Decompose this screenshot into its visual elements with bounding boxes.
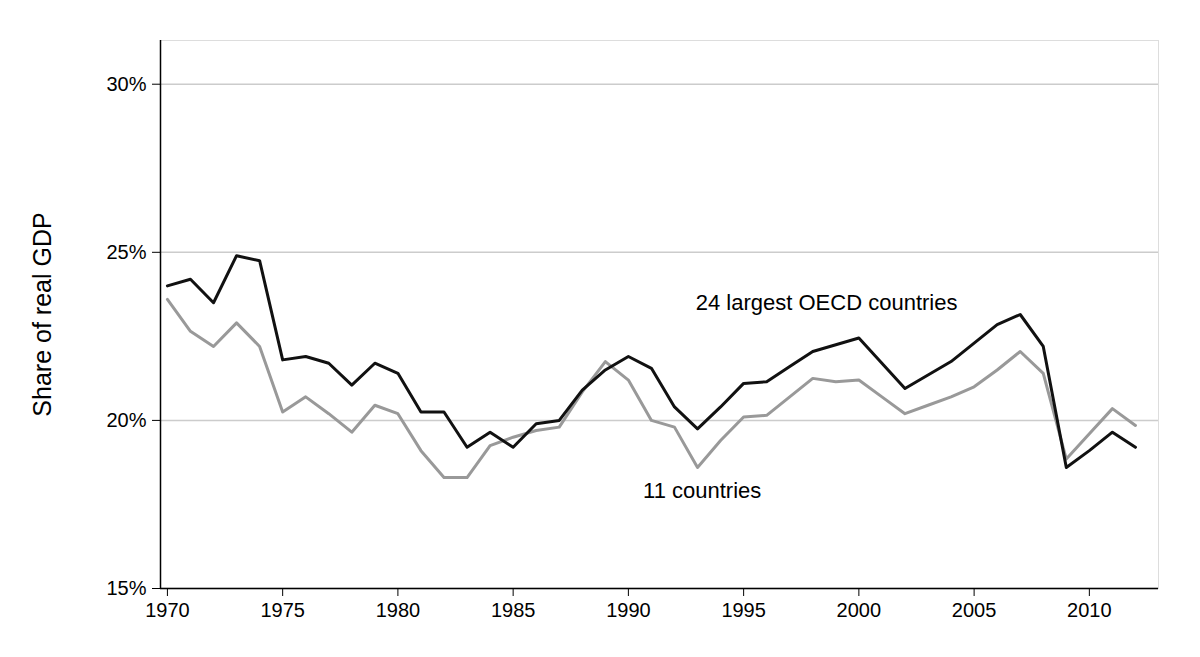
- svg-text:2010: 2010: [1067, 599, 1112, 621]
- svg-text:1985: 1985: [491, 599, 536, 621]
- svg-text:20%: 20%: [106, 409, 146, 431]
- svg-text:1990: 1990: [606, 599, 651, 621]
- svg-text:2000: 2000: [837, 599, 882, 621]
- svg-text:25%: 25%: [106, 241, 146, 263]
- svg-text:24 largest OECD countries: 24 largest OECD countries: [696, 290, 958, 315]
- svg-text:15%: 15%: [106, 577, 146, 599]
- svg-text:Share of real GDP: Share of real GDP: [28, 212, 56, 416]
- svg-text:1980: 1980: [376, 599, 421, 621]
- svg-text:11 countries: 11 countries: [643, 478, 761, 503]
- svg-text:1975: 1975: [260, 599, 305, 621]
- svg-text:2005: 2005: [952, 599, 997, 621]
- svg-text:1970: 1970: [145, 599, 190, 621]
- svg-text:1995: 1995: [721, 599, 766, 621]
- svg-text:30%: 30%: [106, 73, 146, 95]
